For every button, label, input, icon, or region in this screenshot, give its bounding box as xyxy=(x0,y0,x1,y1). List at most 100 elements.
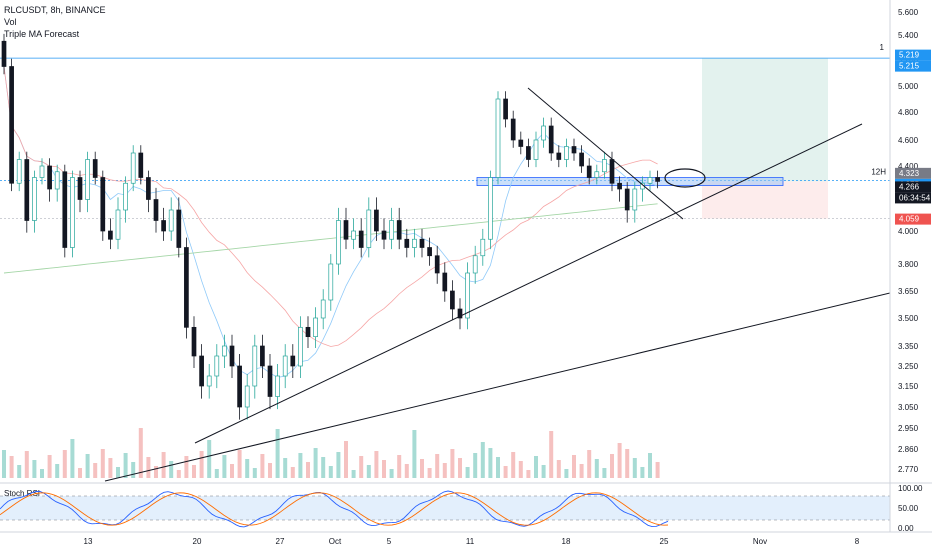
candle-body xyxy=(381,230,387,240)
candle-body xyxy=(541,125,546,141)
candle-body xyxy=(199,355,204,387)
candle-body xyxy=(556,152,562,160)
volume-bar xyxy=(344,441,348,478)
volume-bar xyxy=(32,460,37,478)
volume-bar xyxy=(382,460,386,478)
price-tick-label: 2.770 xyxy=(898,465,919,474)
candle-body xyxy=(206,375,212,387)
candle-body xyxy=(366,209,372,248)
volume-bar xyxy=(526,470,531,478)
volume-bar xyxy=(465,467,470,478)
long-support-line xyxy=(104,292,891,482)
price-tag-label: 5.219 xyxy=(899,51,920,60)
candle-body xyxy=(275,375,280,397)
ma-indicator-label[interactable]: Triple MA Forecast xyxy=(4,29,80,39)
volume-bar xyxy=(336,452,341,478)
candle-body xyxy=(184,247,189,328)
slow-ma-line xyxy=(3,203,658,274)
time-tick-label: 25 xyxy=(660,537,669,546)
volume-bar xyxy=(17,465,22,478)
stoch-tick-label: 0.00 xyxy=(898,524,914,533)
candle-body xyxy=(647,177,653,184)
candle-body xyxy=(495,98,501,178)
time-tick-label: 13 xyxy=(84,537,93,546)
candle-body xyxy=(457,308,463,319)
candle-body xyxy=(176,209,182,248)
candle-body xyxy=(39,165,45,178)
volume-bar xyxy=(245,459,250,478)
candle-body xyxy=(92,159,98,178)
price-tag-label: 4.266 xyxy=(899,182,920,191)
volume-bar xyxy=(199,451,204,478)
volume-bar xyxy=(503,466,508,478)
volume-indicator-label[interactable]: Vol xyxy=(4,17,17,27)
candle-body xyxy=(290,355,296,367)
candle-body xyxy=(54,171,60,190)
stoch-k-line xyxy=(0,490,669,528)
volume-bar xyxy=(275,429,280,478)
stoch-rsi-label[interactable]: Stoch RSI xyxy=(4,489,41,498)
volume-bar xyxy=(2,450,6,478)
volume-bar xyxy=(442,463,447,478)
volume-bar xyxy=(131,462,136,478)
volume-bar xyxy=(252,468,257,478)
volume-bar xyxy=(70,439,75,478)
candle-body xyxy=(594,171,600,178)
stoch-d-line xyxy=(0,492,669,526)
volume-bar xyxy=(268,463,272,478)
volume-bar xyxy=(427,468,432,478)
mid-ma-line xyxy=(3,66,658,347)
drawings[interactable]: 1 12H xyxy=(104,43,891,482)
price-tick-label: 3.650 xyxy=(898,287,919,296)
volume-bar xyxy=(298,453,303,478)
symbol-title[interactable]: RLCUSDT, 8h, BINANCE xyxy=(4,5,106,15)
volume-bar xyxy=(62,450,67,478)
time-tick-label: 18 xyxy=(562,537,571,546)
volume-bar xyxy=(176,470,181,478)
candle-body xyxy=(313,317,318,338)
volume-bar xyxy=(313,448,318,478)
volume-bar xyxy=(207,440,212,478)
volume-bar xyxy=(93,463,98,478)
price-tag xyxy=(895,167,931,179)
price-tick-label: 4.400 xyxy=(898,162,919,171)
candle-body xyxy=(1,40,7,67)
volume-bar xyxy=(625,449,630,478)
volume-bar xyxy=(85,454,90,478)
time-axis[interactable]: 13 20 27 Oct 5 11 18 25 Nov 8 xyxy=(0,531,932,546)
time-tick-label: Oct xyxy=(329,537,342,546)
volume-bar xyxy=(480,442,485,478)
candle-body xyxy=(419,238,425,248)
volume-bar xyxy=(518,461,523,478)
volume-bar xyxy=(579,464,584,478)
candle-body xyxy=(298,326,303,367)
volume-bar xyxy=(55,464,60,478)
candle-body xyxy=(191,326,197,357)
candle-body xyxy=(586,165,592,178)
price-tick-label: 3.250 xyxy=(898,362,919,371)
candle-body xyxy=(108,230,113,240)
candle-body xyxy=(434,255,440,274)
volume-bar xyxy=(541,465,546,478)
price-tick-label: 3.500 xyxy=(898,314,919,323)
chart-legend: RLCUSDT, 8h, BINANCE Vol Triple MA Forec… xyxy=(4,4,106,40)
volume-bar xyxy=(617,443,622,478)
volume-bar xyxy=(655,462,660,478)
target-label: 1 xyxy=(880,43,885,52)
price-tag-label: 4.059 xyxy=(899,215,920,224)
price-axis[interactable]: 5.6005.4005.2005.0004.8004.6004.4004.200… xyxy=(889,0,931,532)
candle-body xyxy=(655,177,660,182)
price-tick-label: 4.600 xyxy=(898,136,919,145)
volume-bar xyxy=(397,455,402,478)
candle-body xyxy=(229,345,235,367)
price-tag xyxy=(895,192,931,204)
price-tick-label: 5.600 xyxy=(898,8,919,17)
candle-body xyxy=(100,177,106,232)
candle-body xyxy=(70,177,75,248)
candle-body xyxy=(16,159,22,184)
candle-body xyxy=(47,165,52,190)
volume-bar xyxy=(138,428,143,478)
volume-bar xyxy=(389,469,394,478)
time-tick-label: 27 xyxy=(276,537,285,546)
